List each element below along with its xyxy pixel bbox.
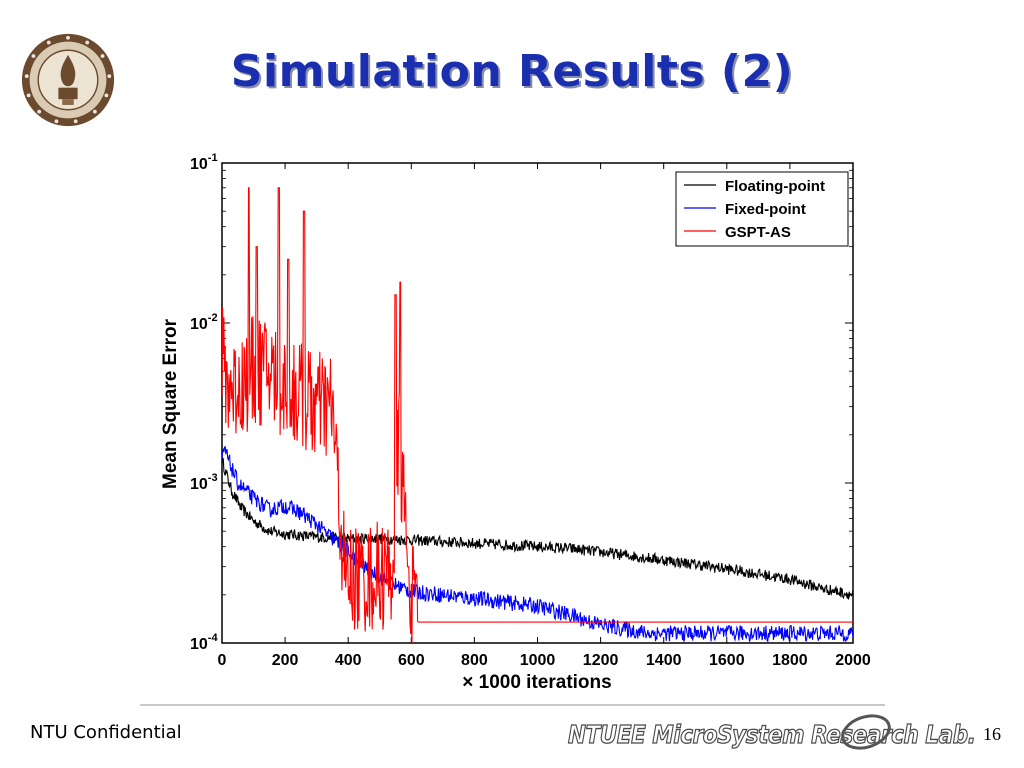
- x-tick-label: 1600: [709, 652, 745, 669]
- legend-label: GSPT-AS: [725, 224, 791, 241]
- x-tick-label: 800: [461, 652, 488, 669]
- x-tick-label: 2000: [835, 652, 871, 669]
- lab-name-logo: NTUEE MicroSystem Research Lab.: [567, 719, 976, 749]
- x-tick-label: 1800: [772, 652, 808, 669]
- seal-emblem: [60, 55, 76, 87]
- x-tick-label: 0: [218, 652, 227, 669]
- x-axis-label: × 1000 iterations: [462, 672, 611, 693]
- legend-box: [675, 171, 849, 247]
- series-line-floating-point: [222, 456, 853, 600]
- page-number: 16: [983, 724, 1001, 744]
- university-seal-logo: [21, 33, 115, 127]
- legend-label: Floating-point: [725, 178, 825, 195]
- x-tick-label: 200: [272, 652, 299, 669]
- footer-confidential: NTU Confidential: [30, 722, 182, 743]
- y-tick-label: 10-2: [190, 312, 218, 333]
- slide-title: Simulation Results (2): [230, 46, 794, 97]
- y-tick-label: 10-4: [190, 632, 218, 653]
- x-tick-label: 1000: [520, 652, 556, 669]
- footer-divider: [140, 704, 885, 706]
- x-tick-label: 600: [398, 652, 425, 669]
- x-tick-label: 400: [335, 652, 362, 669]
- lab-swoosh-icon: [841, 714, 891, 750]
- y-axis-label: Mean Square Error: [160, 318, 181, 489]
- x-tick-label: 1400: [646, 652, 682, 669]
- x-tick-label: 1200: [583, 652, 619, 669]
- y-tick-label: 10-1: [190, 152, 218, 173]
- legend-label: Fixed-point: [725, 201, 806, 218]
- y-tick-label: 10-3: [190, 472, 218, 493]
- series-line-fixed-point: [222, 446, 853, 643]
- series-line-gspt-as: [222, 187, 853, 643]
